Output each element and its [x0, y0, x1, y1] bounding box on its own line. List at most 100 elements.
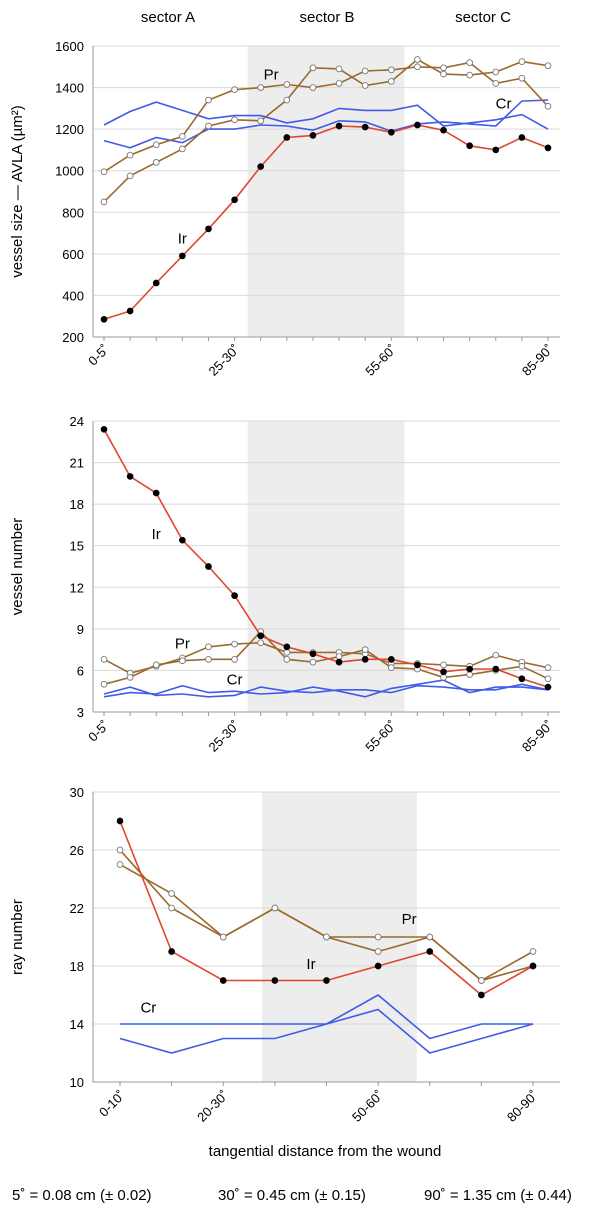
data-point-pr: [152, 661, 160, 669]
data-point-pr: [492, 651, 500, 659]
data-point-ir: [544, 144, 552, 152]
data-point-pr: [466, 59, 473, 66]
series-line-cr: [103, 99, 549, 149]
data-point-ir: [100, 425, 108, 433]
data-point-pr: [518, 58, 526, 65]
y-tick-label: 1000: [55, 164, 84, 179]
data-point-ir: [283, 643, 291, 651]
data-point-ir: [440, 668, 447, 676]
data-point-pr: [283, 649, 291, 656]
data-point-pr: [231, 116, 238, 124]
sector-b-label: sector B: [299, 9, 354, 26]
footer-note-2: 30˚ = 0.45 cm (± 0.15): [218, 1187, 366, 1204]
data-point-ir: [309, 132, 317, 139]
data-point-pr: [335, 65, 343, 73]
data-point-ir: [335, 658, 343, 666]
data-point-pr: [309, 658, 317, 666]
data-point-ir: [414, 121, 421, 129]
data-point-ir: [231, 592, 238, 599]
x-tick-label: 0-5˚: [85, 342, 112, 369]
y-tick-label: 6: [77, 663, 84, 678]
footer-note-1: 5˚ = 0.08 cm (± 0.02): [12, 1187, 152, 1204]
data-point-pr: [205, 643, 212, 651]
series-label-ir: Ir: [306, 956, 315, 973]
data-point-ir: [492, 665, 500, 673]
sector-a-label: sector A: [141, 9, 195, 26]
data-point-pr: [309, 84, 317, 91]
data-point-pr: [231, 655, 238, 663]
data-point-ir: [205, 225, 212, 233]
data-point-pr: [126, 172, 134, 180]
shaded-region: [247, 46, 405, 337]
x-tick-label: 55-60˚: [362, 718, 399, 755]
data-point-pr: [361, 67, 369, 75]
data-point-pr: [179, 657, 186, 665]
series-line-pr: [103, 58, 549, 203]
data-point-pr: [440, 661, 447, 669]
data-point-pr: [168, 904, 175, 912]
data-point-pr: [466, 71, 473, 79]
data-point-ir: [126, 307, 134, 315]
data-point-pr: [544, 62, 552, 70]
data-point-pr: [544, 664, 552, 672]
data-point-pr: [414, 63, 421, 71]
data-point-pr: [100, 198, 108, 206]
series-label-cr: Cr: [496, 95, 512, 112]
data-point-ir: [168, 948, 175, 955]
y-tick-label: 12: [70, 580, 84, 595]
data-point-pr: [231, 640, 238, 648]
x-tick-label: 25-30˚: [206, 718, 243, 755]
data-point-pr: [426, 933, 434, 941]
data-point-ir: [231, 196, 238, 204]
data-point-pr: [152, 159, 160, 166]
data-point-ir: [323, 977, 330, 984]
data-point-ir: [335, 122, 343, 130]
data-point-pr: [126, 674, 134, 681]
series-line-pr: [103, 641, 549, 675]
data-point-pr: [257, 84, 265, 91]
data-point-ir: [544, 683, 552, 691]
data-point-pr: [283, 96, 291, 104]
data-point-pr: [440, 64, 447, 72]
data-point-pr: [231, 86, 238, 94]
data-point-pr: [466, 671, 473, 678]
data-point-pr: [518, 662, 526, 670]
y-tick-label: 800: [62, 205, 84, 220]
series-label-ir: Ir: [178, 230, 187, 247]
data-point-pr: [179, 145, 186, 153]
data-point-pr: [205, 122, 212, 130]
y-tick-label: 30: [70, 785, 84, 800]
data-point-ir: [205, 563, 212, 570]
data-point-pr: [387, 664, 395, 672]
data-point-ir: [387, 128, 395, 136]
data-point-pr: [116, 861, 124, 868]
x-tick-label: 80-90˚: [504, 1088, 541, 1125]
data-point-pr: [100, 680, 108, 688]
data-point-ir: [271, 977, 279, 984]
series-line-pr: [103, 61, 549, 173]
y-tick-label: 21: [70, 456, 84, 471]
x-tick-label: 50-60˚: [349, 1088, 386, 1125]
data-point-ir: [518, 675, 526, 683]
data-point-pr: [205, 655, 212, 663]
data-point-pr: [283, 81, 291, 88]
y-tick-label: 22: [70, 901, 84, 916]
data-point-ir: [309, 650, 317, 658]
data-point-pr: [152, 141, 160, 149]
data-point-ir: [257, 632, 265, 640]
x-tick-label: 0-5˚: [85, 718, 112, 745]
panel-ray-number: 10 14 18 22 26 30 0-10˚ 20-30˚ 50-60˚ 80-90˚ ray n…: [9, 785, 560, 1125]
data-point-pr: [257, 117, 265, 125]
data-point-ir: [361, 655, 369, 663]
x-axis-title: tangential distance from the wound: [209, 1143, 442, 1160]
sector-c-label: sector C: [455, 9, 511, 26]
data-point-ir: [152, 489, 160, 497]
series-label-cr: Cr: [140, 999, 156, 1016]
data-point-pr: [323, 933, 330, 941]
y-tick-label: 400: [62, 288, 84, 303]
data-point-ir: [126, 473, 134, 480]
data-point-pr: [100, 655, 108, 663]
footer-note-3: 90˚ = 1.35 cm (± 0.44): [424, 1187, 572, 1204]
data-point-ir: [492, 146, 500, 154]
data-point-ir: [466, 142, 473, 150]
